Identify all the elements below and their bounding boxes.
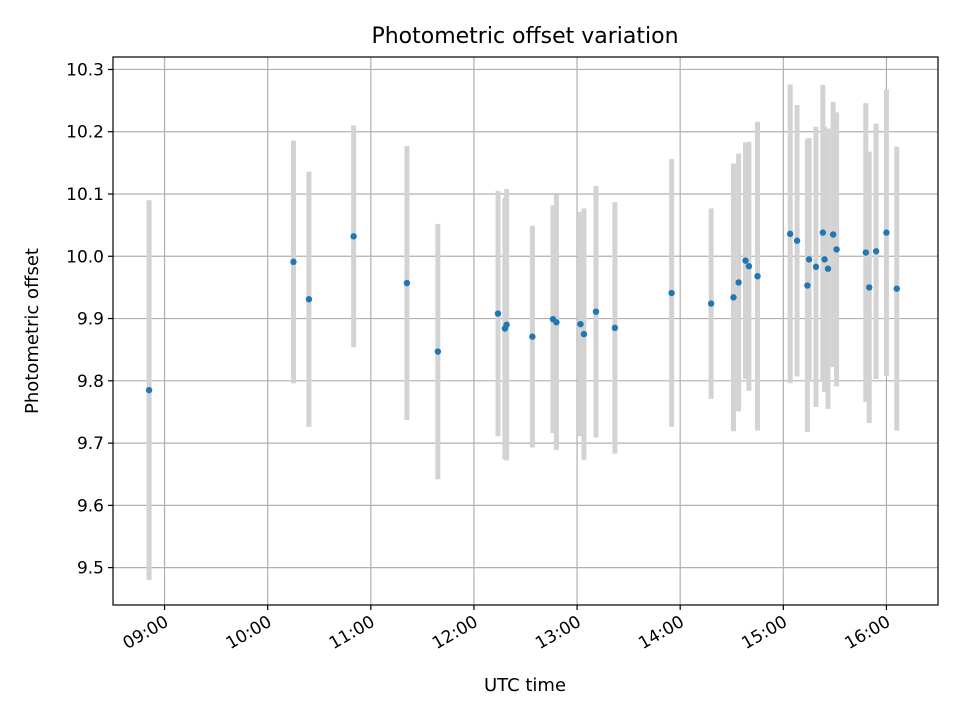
y-tick-label: 9.5 bbox=[77, 559, 104, 579]
data-point bbox=[580, 330, 588, 338]
data-point bbox=[883, 229, 890, 236]
y-tick-label: 9.9 bbox=[77, 310, 104, 330]
data-point bbox=[735, 279, 742, 286]
data-point bbox=[829, 231, 837, 238]
plot-frame bbox=[112, 56, 939, 606]
data-point bbox=[804, 282, 811, 289]
y-tick-label: 10.3 bbox=[66, 60, 104, 80]
data-points bbox=[145, 229, 900, 394]
data-point bbox=[305, 296, 313, 303]
data-point bbox=[503, 321, 510, 328]
data-point bbox=[821, 256, 828, 263]
data-point bbox=[350, 233, 357, 240]
y-tick-label: 9.8 bbox=[77, 372, 104, 392]
data-point bbox=[786, 230, 794, 238]
data-point bbox=[611, 324, 619, 332]
data-point bbox=[494, 310, 502, 317]
data-point bbox=[793, 237, 801, 244]
data-point bbox=[745, 263, 753, 270]
data-point bbox=[403, 279, 411, 287]
data-point bbox=[819, 229, 827, 236]
data-point bbox=[805, 256, 813, 263]
data-point bbox=[553, 319, 560, 326]
data-point bbox=[812, 263, 820, 271]
y-tick-label: 9.7 bbox=[77, 434, 104, 454]
data-point bbox=[668, 289, 675, 297]
y-axis-label: Photometric offset bbox=[22, 248, 43, 414]
data-point bbox=[754, 273, 761, 280]
x-axis-label: UTC time bbox=[484, 675, 566, 696]
data-point bbox=[592, 308, 600, 315]
data-point bbox=[824, 265, 832, 272]
data-point bbox=[862, 249, 870, 256]
chart-title: Photometric offset variation bbox=[371, 24, 678, 49]
y-tick-label: 10.0 bbox=[66, 247, 104, 267]
data-point bbox=[833, 246, 840, 253]
grid-lines bbox=[113, 57, 938, 605]
y-tick-label: 10.1 bbox=[66, 185, 104, 205]
data-point bbox=[872, 248, 880, 255]
data-point bbox=[290, 258, 297, 266]
data-point bbox=[866, 284, 873, 291]
data-point bbox=[434, 348, 442, 355]
data-point bbox=[893, 285, 900, 292]
y-axis-ticks: 9.5 9.6 9.7 9.8 9.9 10.0 10.1 10.2 10.3 bbox=[66, 60, 113, 579]
y-tick-label: 9.6 bbox=[77, 496, 104, 516]
data-point bbox=[742, 257, 749, 264]
data-point bbox=[730, 294, 737, 301]
data-point bbox=[707, 300, 715, 307]
y-tick-label: 10.2 bbox=[66, 123, 104, 143]
data-point bbox=[529, 333, 536, 340]
data-point bbox=[577, 320, 584, 328]
data-point bbox=[145, 386, 153, 394]
